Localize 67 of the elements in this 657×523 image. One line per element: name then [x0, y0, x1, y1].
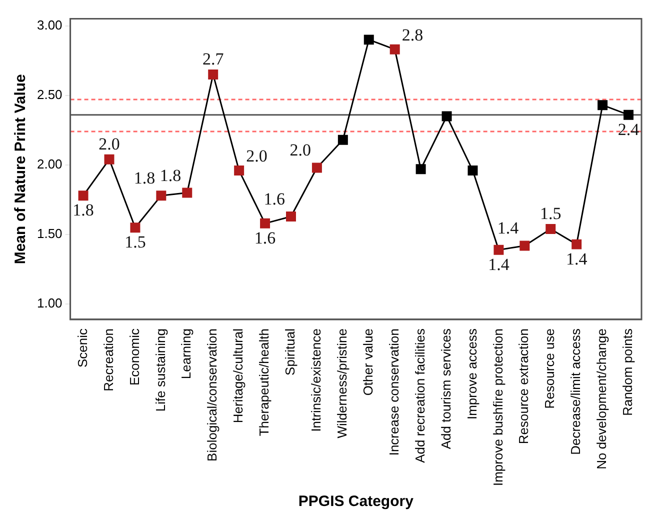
point: [364, 34, 374, 45]
point: [182, 188, 192, 198]
y-axis-title: Mean of Nature Print Value: [12, 74, 30, 264]
point: [442, 111, 452, 122]
x-tick-label: Improve access: [464, 328, 480, 420]
y-tick-label: 2.00: [36, 156, 62, 172]
data-label: 1.4: [488, 254, 510, 274]
x-tick-label: Resource use: [542, 328, 558, 409]
x-tick-label: Learning: [178, 328, 194, 380]
point: [130, 222, 140, 233]
data-label: 2.4: [618, 120, 640, 139]
point: [494, 244, 504, 255]
data-label: 2.0: [98, 134, 120, 154]
point: [312, 162, 322, 173]
point: [260, 218, 270, 228]
point: [468, 166, 478, 176]
x-tick-label: Biological/conservation: [204, 328, 220, 462]
x-tick-label: Economic: [126, 328, 142, 386]
x-tick-label: Improve bushfire protection: [490, 328, 506, 486]
point: [390, 44, 400, 54]
x-tick-label: Heritage/cultural: [230, 328, 246, 424]
x-tick-label: Intrinsic/existence: [308, 328, 324, 432]
x-tick-label: Scenic: [74, 328, 90, 368]
x-tick-label: Add tourism services: [438, 328, 454, 450]
point: [624, 110, 634, 120]
data-label: 1.8: [72, 200, 94, 220]
data-label: 1.5: [124, 232, 146, 252]
x-axis-title: PPGIS Category: [298, 493, 414, 510]
point: [286, 211, 296, 222]
x-tick-label: Resource extraction: [516, 328, 532, 444]
point: [338, 134, 348, 145]
x-tick-label: Recreation: [100, 328, 116, 392]
y-tick-label: 1.00: [36, 296, 62, 311]
point: [572, 239, 582, 250]
point: [208, 69, 218, 80]
data-label: 1.4: [566, 249, 588, 268]
y-tick-label: 1.50: [36, 226, 62, 242]
point: [520, 240, 530, 251]
data-label: 1.6: [254, 228, 276, 248]
x-tick-label: Spiritual: [282, 328, 298, 376]
x-tick-label: Increase conservation: [386, 328, 402, 456]
data-label: 1.6: [264, 189, 285, 208]
x-tick-label: Decrease/limit access: [568, 328, 584, 455]
point: [416, 164, 426, 174]
y-tick-label: 3.00: [36, 17, 62, 32]
data-label: 2.0: [246, 146, 268, 166]
x-tick-label: Wilderness/pristine: [334, 328, 350, 438]
point: [546, 224, 556, 234]
y-tick-label: 2.50: [36, 86, 62, 102]
x-tick-label: Random points: [620, 328, 636, 416]
data-label: 1.5: [540, 204, 562, 223]
point: [78, 190, 88, 201]
x-tick-label: Other value: [360, 328, 376, 396]
point: [234, 166, 244, 176]
data-label: 1.4: [497, 218, 520, 238]
data-label: 1.8: [160, 166, 182, 185]
data-label: 2.0: [290, 140, 311, 160]
x-tick-label: Therapeutic/health: [256, 328, 272, 436]
data-label: 2.8: [402, 25, 424, 44]
point: [156, 190, 166, 201]
data-label: 1.8: [134, 168, 156, 188]
x-tick-label: Life sustaining: [152, 328, 168, 412]
point: [598, 100, 608, 110]
data-label: 2.7: [202, 49, 224, 68]
x-tick-label: Add recreation facilities: [412, 328, 428, 463]
x-tick-label: No development/change: [594, 328, 610, 470]
point: [104, 154, 114, 164]
